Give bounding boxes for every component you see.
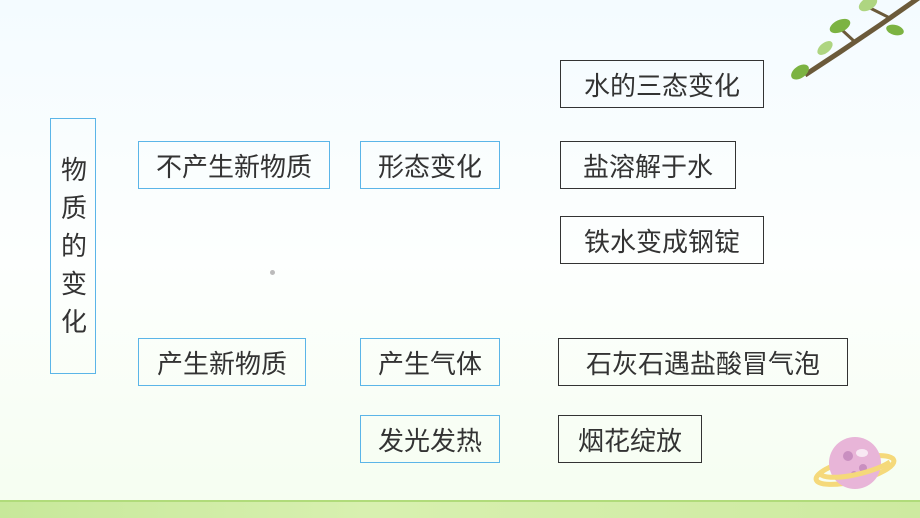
sub-light-heat: 发光发热 bbox=[360, 415, 500, 463]
leaf-label: 铁水变成钢锭 bbox=[584, 222, 740, 259]
sub-label: 产生气体 bbox=[378, 344, 482, 381]
sub-label: 形态变化 bbox=[378, 147, 482, 184]
leaf-fireworks: 烟花绽放 bbox=[558, 415, 702, 463]
leaf-water-states: 水的三态变化 bbox=[560, 60, 764, 108]
center-dot-decoration bbox=[270, 270, 275, 275]
leaf-label: 盐溶解于水 bbox=[583, 147, 713, 184]
leaf-label: 水的三态变化 bbox=[584, 66, 740, 103]
root-node: 物质的变化 bbox=[50, 118, 96, 374]
sub-form-change: 形态变化 bbox=[360, 141, 500, 189]
branch-new-substance: 产生新物质 bbox=[138, 338, 306, 386]
leaf-limestone-acid: 石灰石遇盐酸冒气泡 bbox=[558, 338, 848, 386]
leaf-iron-steel: 铁水变成钢锭 bbox=[560, 216, 764, 264]
branch-no-new-substance: 不产生新物质 bbox=[138, 141, 330, 189]
leaf-label: 石灰石遇盐酸冒气泡 bbox=[586, 344, 820, 381]
branch-label: 产生新物质 bbox=[157, 344, 287, 381]
sub-label: 发光发热 bbox=[378, 421, 482, 458]
branch-decoration bbox=[750, 0, 920, 110]
branch-label: 不产生新物质 bbox=[156, 147, 312, 184]
leaf-salt-dissolve: 盐溶解于水 bbox=[560, 141, 736, 189]
planet-decoration bbox=[810, 418, 900, 508]
leaf-label: 烟花绽放 bbox=[578, 421, 682, 458]
grass-decoration bbox=[0, 500, 920, 518]
root-label: 物质的变化 bbox=[55, 156, 92, 346]
sub-produce-gas: 产生气体 bbox=[360, 338, 500, 386]
